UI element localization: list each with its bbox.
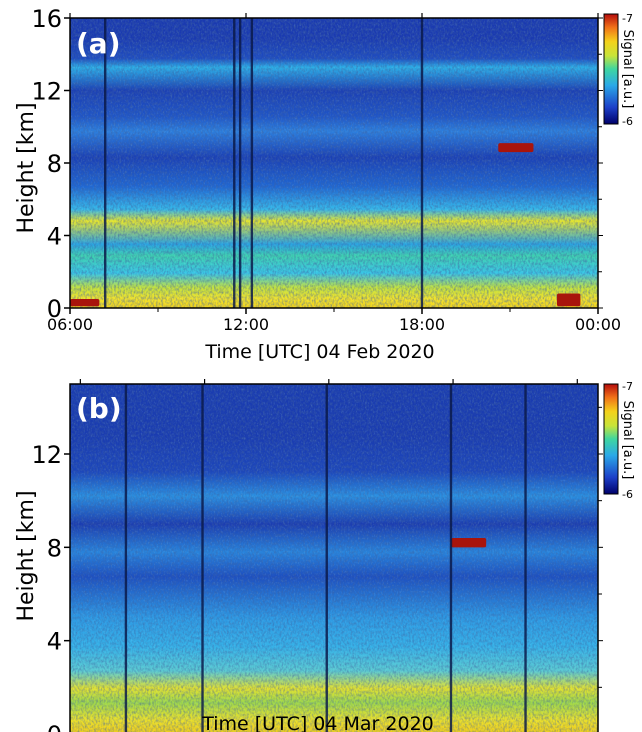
colorbar-a-min: -6 xyxy=(622,115,633,128)
heatmap-a-features xyxy=(70,18,581,308)
colorbar-b-label: Signal [a.u.] xyxy=(620,401,635,480)
heatmap-b-features xyxy=(124,384,527,732)
y-tick-label-a-4: 4 xyxy=(47,223,62,251)
x-tick-label-a-2: 18:00 xyxy=(399,315,445,334)
panel-a: (a) 0 4 8 12 16 06:00 12:00 18:00 00:00 Time [U… xyxy=(14,5,635,363)
dark-streak-a-3 xyxy=(238,18,242,308)
dark-streak-b-1 xyxy=(124,384,128,732)
x-tick-label-a-1: 12:00 xyxy=(223,315,269,334)
dark-streak-b-5 xyxy=(524,384,527,732)
noise-b-light xyxy=(70,384,598,732)
y-axis-title-a: Height [km] xyxy=(14,102,39,233)
colorbar-a-max: -7 xyxy=(622,12,633,25)
colorbar-b-max: -7 xyxy=(622,380,633,393)
noise-a-light xyxy=(70,18,598,308)
x-tick-label-a-3: 00:00 xyxy=(575,315,621,334)
strong-return-b-1 xyxy=(450,538,487,548)
y-axis-a: 0 4 8 12 16 xyxy=(31,5,603,323)
y-tick-label-b-12: 12 xyxy=(31,441,62,469)
colorbar-a: -7 -6 Signal [a.u.] xyxy=(603,12,635,128)
x-axis-title-a: Time [UTC] 04 Feb 2020 xyxy=(204,341,434,363)
colorbar-b-min: -6 xyxy=(622,488,633,501)
colorbar-a-label: Signal [a.u.] xyxy=(620,30,635,109)
dark-streak-b-4 xyxy=(449,384,453,732)
colorbar-b-gradient xyxy=(603,383,619,495)
x-axis-title-b: Time [UTC] 04 Mar 2020 xyxy=(201,713,434,732)
dark-streak-b-2 xyxy=(201,384,204,732)
dark-streak-a-2 xyxy=(233,18,236,308)
y-axis-title-b: Height [km] xyxy=(14,490,39,621)
y-tick-label-b-8: 8 xyxy=(47,534,62,562)
colorbar-b: -7 -6 Signal [a.u.] xyxy=(603,380,635,501)
x-axis-a: 06:00 12:00 18:00 00:00 xyxy=(47,13,621,334)
y-tick-label-b-4: 4 xyxy=(47,628,62,656)
y-tick-label-a-12: 12 xyxy=(31,78,62,106)
panel-label-b: (b) xyxy=(76,392,122,425)
colorbar-a-gradient xyxy=(603,13,619,125)
strong-return-a-3 xyxy=(556,293,581,307)
y-axis-b: 0 4 8 12 xyxy=(31,406,603,732)
x-tick-label-a-0: 06:00 xyxy=(47,315,93,334)
y-tick-label-a-8: 8 xyxy=(47,150,62,178)
dark-streak-b-3 xyxy=(325,384,328,732)
y-tick-label-a-0: 0 xyxy=(47,295,62,323)
dark-streak-a-5 xyxy=(420,18,424,308)
y-tick-label-a-16: 16 xyxy=(31,5,62,33)
strong-return-a-1 xyxy=(70,298,100,307)
dark-streak-a-4 xyxy=(250,18,254,308)
panel-label-a: (a) xyxy=(76,27,121,60)
plot-area-b xyxy=(69,383,599,732)
dark-streak-a-1 xyxy=(104,18,107,308)
strong-return-a-2 xyxy=(498,143,534,153)
y-tick-label-b-0: 0 xyxy=(47,721,62,732)
